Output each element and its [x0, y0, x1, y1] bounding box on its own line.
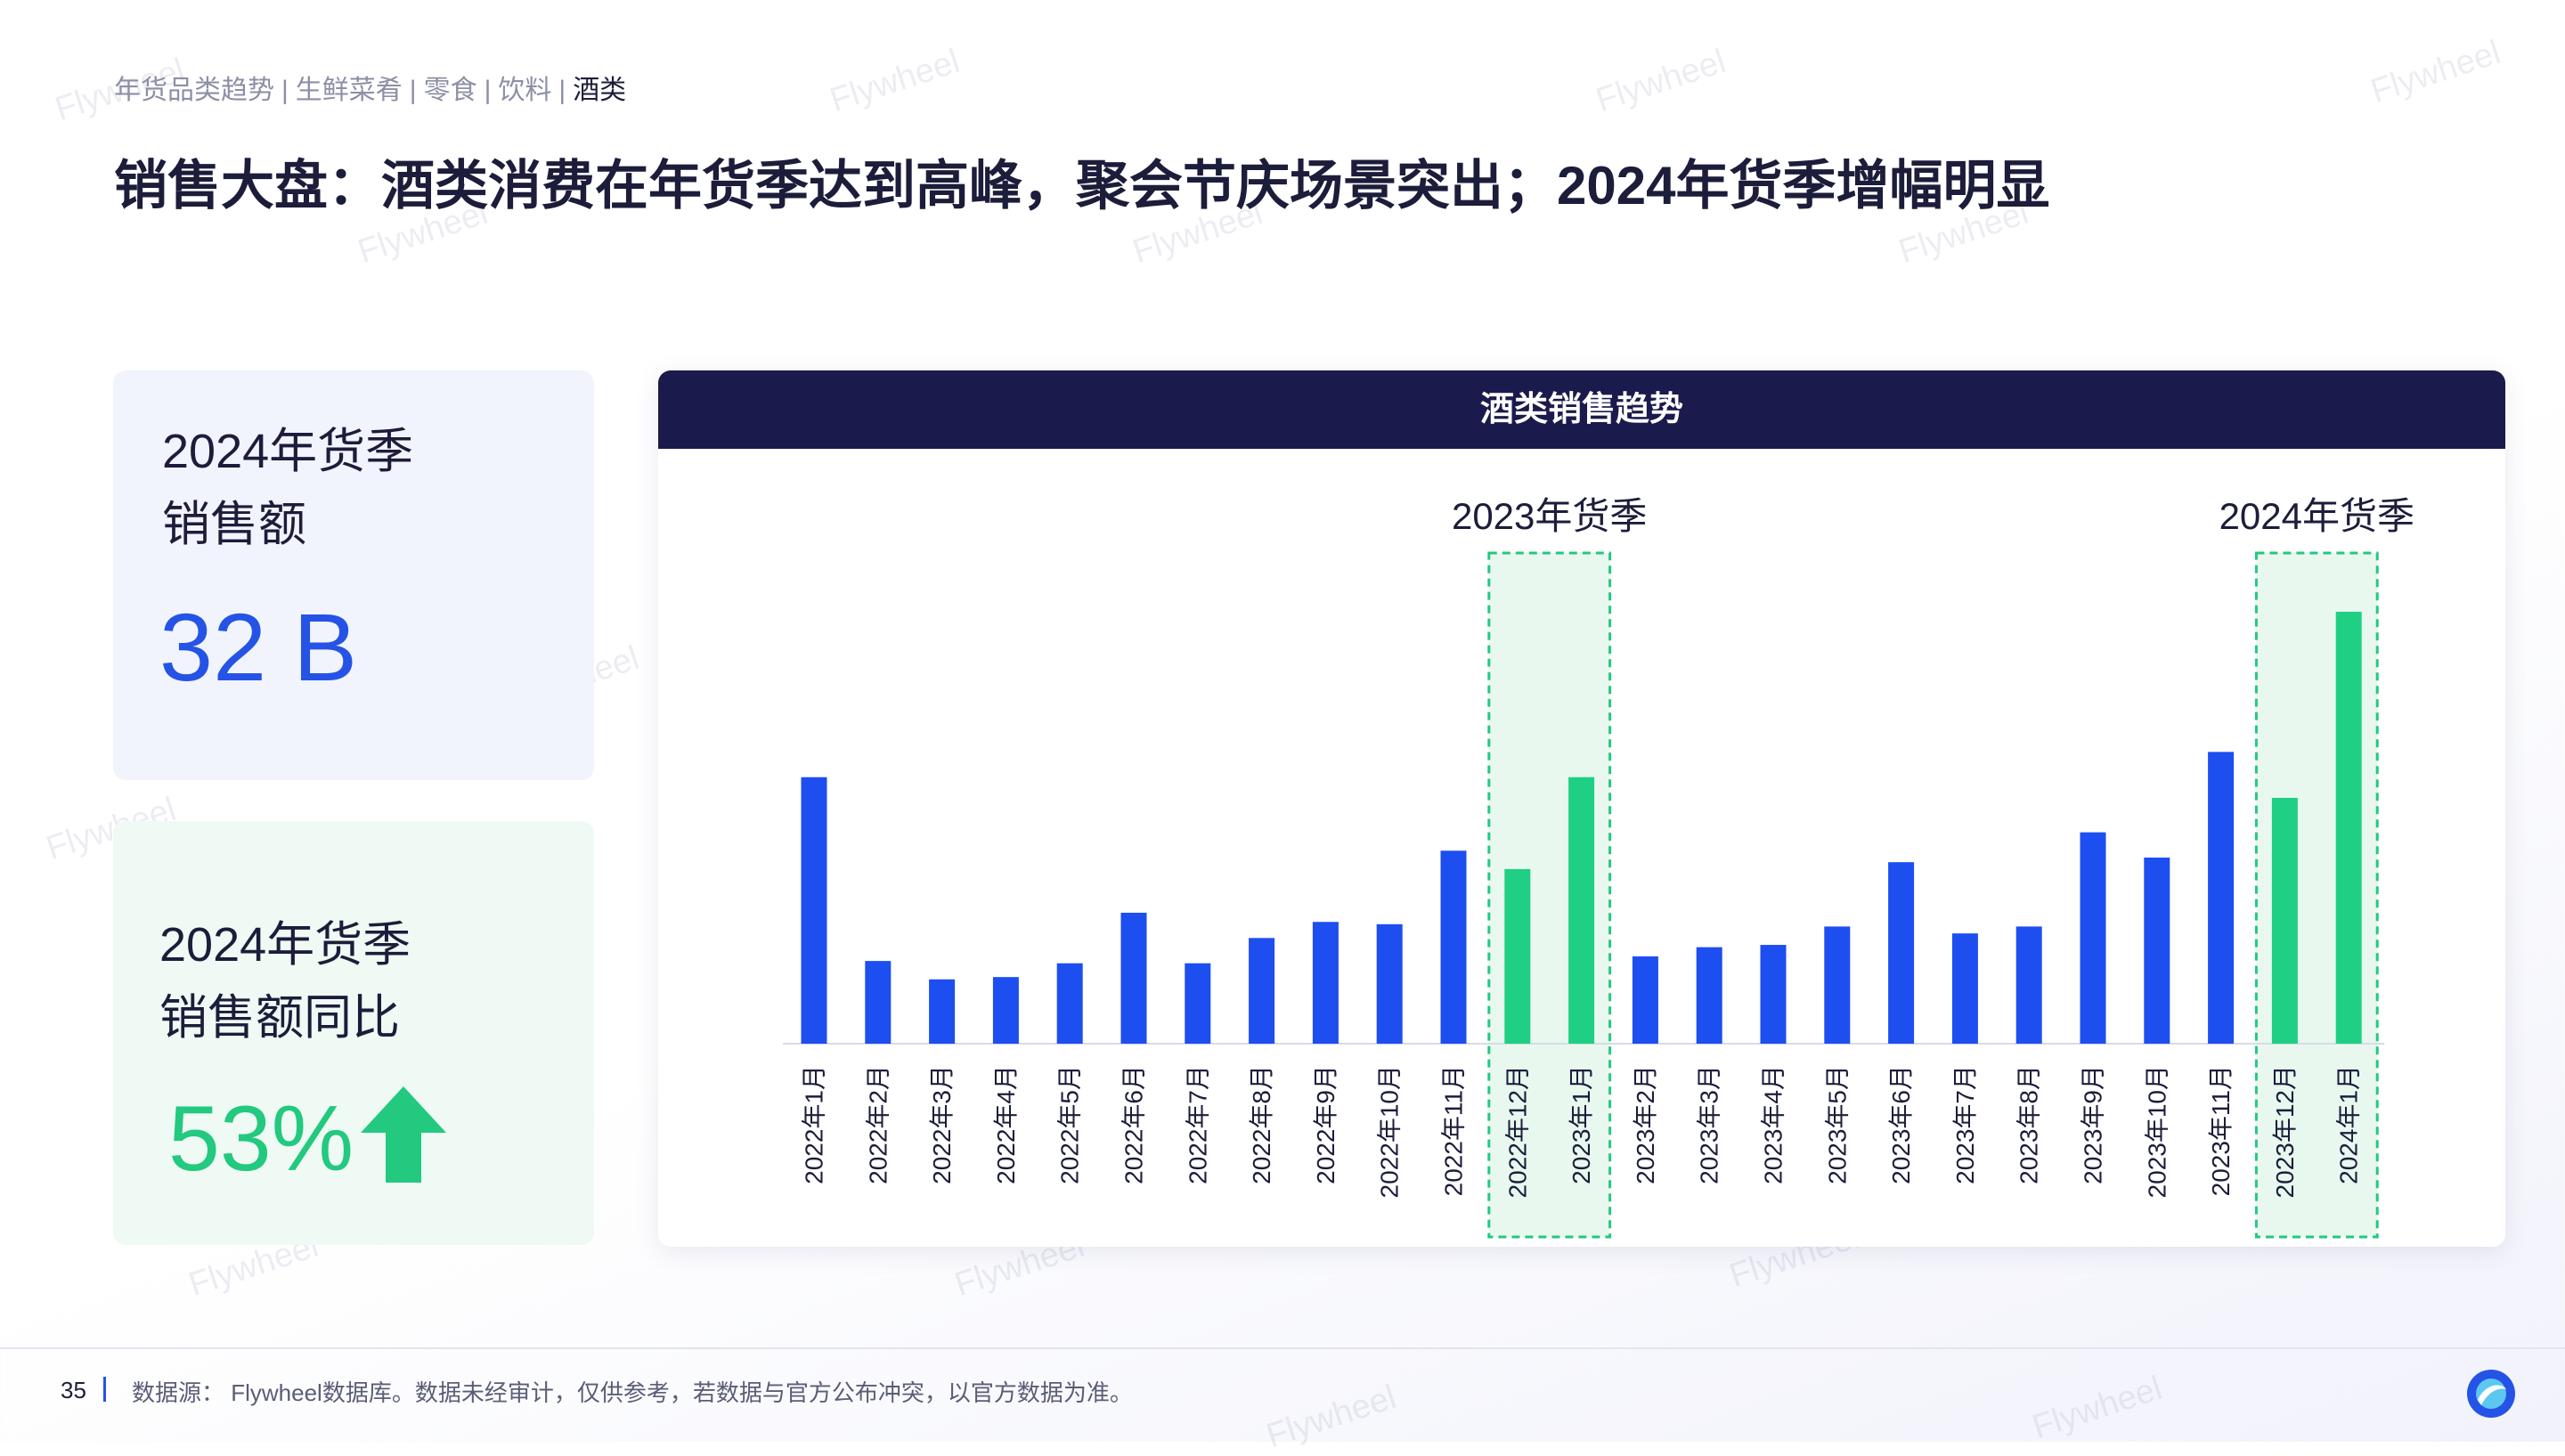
kpi-label: 2024年货季 销售额同比	[159, 908, 411, 1054]
x-tick-label: 2022年6月	[1120, 1065, 1148, 1184]
x-tick-label: 2022年12月	[1503, 1065, 1531, 1198]
watermark: Flywheel	[2028, 1369, 2167, 1447]
bar	[1440, 850, 1467, 1044]
kpi-label-line1: 2024年货季	[159, 918, 411, 972]
season-annotation-label: 2023年货季	[1452, 495, 1647, 537]
bar	[1056, 963, 1083, 1044]
bar	[2271, 797, 2298, 1044]
x-tick-label: 2022年5月	[1056, 1065, 1084, 1184]
bar	[801, 777, 827, 1044]
x-tick-label: 2022年3月	[928, 1065, 956, 1184]
bar	[2080, 832, 2106, 1044]
page-title: 销售大盘：酒类消费在年货季达到高峰，聚会节庆场景突出；2024年货季增幅明显	[114, 156, 2050, 216]
x-tick-label: 2023年9月	[2080, 1065, 2107, 1184]
bar	[2144, 858, 2170, 1044]
data-source-note: 数据源： Flywheel数据库。数据未经审计，仅供参考，若数据与官方公布冲突，…	[132, 1379, 1133, 1406]
bar	[1249, 938, 1275, 1044]
x-tick-label: 2023年8月	[2015, 1065, 2043, 1184]
x-tick-label: 2023年10月	[2143, 1065, 2170, 1198]
chart-plot: 2023年货季 2024年货季 2022年1月 2022年2月 2022年3月 2022年…	[783, 495, 2414, 1239]
x-tick-label: 2023年11月	[2207, 1065, 2235, 1196]
flywheel-logo-icon	[2467, 1370, 2515, 1418]
bar	[1120, 912, 1147, 1044]
x-tick-label: 2022年2月	[864, 1065, 892, 1184]
chart-card: 2023年货季 2024年货季 2022年1月 2022年2月 2022年3月 2022年…	[658, 370, 2505, 1247]
x-tick-label: 2022年7月	[1184, 1065, 1211, 1184]
chart-title: 酒类销售趋势	[658, 370, 2505, 449]
bar	[1760, 945, 1787, 1044]
x-tick-label: 2022年8月	[1248, 1065, 1275, 1184]
x-tick-label: 2022年4月	[992, 1065, 1020, 1184]
x-tick-label: 2024年1月	[2335, 1065, 2363, 1184]
bar	[1504, 868, 1531, 1044]
x-tick-label: 2023年1月	[1568, 1065, 1595, 1184]
breadcrumb-item[interactable]: 饮料	[498, 76, 552, 105]
breadcrumb-separator: |	[281, 76, 289, 105]
bar	[1888, 862, 1915, 1044]
kpi-label-line1: 2024年货季	[162, 425, 414, 478]
breadcrumb-item-active[interactable]: 酒类	[573, 76, 627, 105]
bar	[992, 977, 1019, 1044]
watermark: Flywheel	[826, 42, 965, 120]
breadcrumb-separator: |	[558, 76, 566, 105]
footer-divider	[0, 1347, 2565, 1349]
bar	[1824, 926, 1851, 1044]
bar	[1951, 933, 1978, 1044]
x-tick-label: 2023年2月	[1632, 1065, 1659, 1184]
breadcrumb-separator: |	[409, 76, 417, 105]
bar	[1312, 922, 1339, 1044]
breadcrumb-separator: |	[484, 76, 492, 105]
x-tick-label: 2023年5月	[1823, 1065, 1851, 1184]
x-tick-label: 2023年7月	[1951, 1065, 1979, 1184]
x-tick-label: 2022年11月	[1440, 1065, 1468, 1196]
bar	[1696, 947, 1722, 1044]
kpi-card-sales: 2024年货季 销售额 32 B	[113, 370, 594, 780]
kpi-card-yoy: 2024年货季 销售额同比 53%	[113, 821, 594, 1245]
season-annotation-label: 2024年货季	[2219, 495, 2414, 537]
bar	[2335, 611, 2362, 1044]
kpi-label: 2024年货季 销售额	[162, 415, 413, 561]
bar	[1632, 956, 1658, 1044]
x-tick-label: 2023年3月	[1696, 1065, 1723, 1184]
page-number: 35	[61, 1377, 86, 1403]
breadcrumb: 年货品类趋势 | 生鲜菜肴 | 零食 | 饮料 | 酒类	[114, 68, 626, 107]
breadcrumb-item[interactable]: 年货品类趋势	[114, 76, 274, 105]
kpi-value-sales: 32 B	[159, 593, 358, 701]
breadcrumb-item[interactable]: 零食	[423, 76, 477, 105]
x-tick-label: 2023年12月	[2271, 1065, 2299, 1198]
x-tick-label: 2022年9月	[1312, 1065, 1340, 1184]
bar	[929, 979, 956, 1044]
bar	[865, 961, 892, 1044]
watermark: Flywheel	[1592, 42, 1730, 120]
bar	[1568, 777, 1595, 1044]
x-tick-label: 2023年4月	[1760, 1065, 1787, 1184]
up-arrow-icon	[361, 1086, 446, 1183]
x-tick-label: 2023年6月	[1887, 1065, 1915, 1184]
bar	[2208, 752, 2235, 1044]
watermark: Flywheel	[1262, 1378, 1401, 1456]
bar	[1376, 923, 1403, 1044]
kpi-value-yoy: 53%	[168, 1087, 354, 1191]
watermark: Flywheel	[2366, 33, 2505, 111]
footer-separator	[103, 1377, 106, 1402]
bar	[2015, 926, 2042, 1044]
x-tick-label: 2022年1月	[801, 1065, 828, 1184]
kpi-label-line2: 销售额同比	[159, 991, 400, 1045]
bar	[1185, 963, 1211, 1044]
kpi-label-line2: 销售额	[162, 498, 306, 551]
x-tick-label: 2022年10月	[1376, 1065, 1404, 1198]
breadcrumb-item[interactable]: 生鲜菜肴	[295, 76, 403, 105]
